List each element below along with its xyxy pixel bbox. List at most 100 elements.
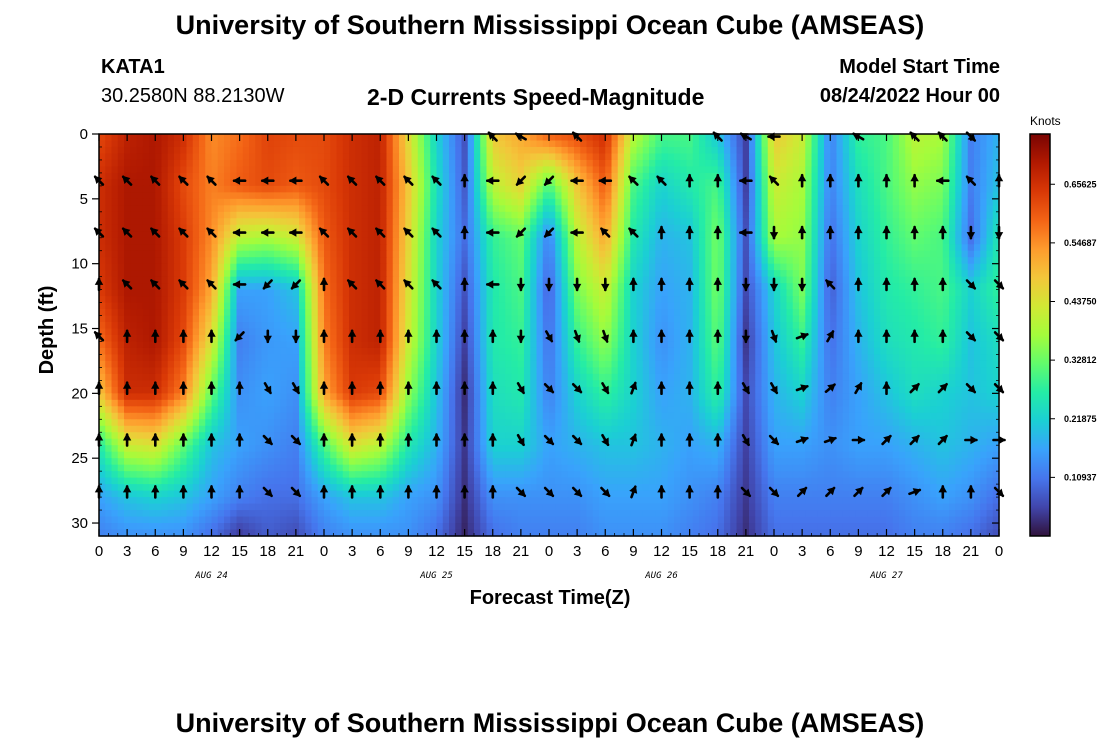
heatmap-cell — [674, 263, 681, 271]
heatmap-cell — [624, 159, 631, 168]
heatmap-cell — [974, 276, 981, 284]
heatmap-cell — [561, 309, 569, 317]
heatmap-cell — [442, 134, 450, 142]
heatmap-cell — [130, 179, 138, 187]
heatmap-cell — [124, 166, 131, 174]
heatmap-cell — [380, 185, 388, 193]
heatmap-cell — [292, 289, 300, 297]
heatmap-cell — [992, 309, 1000, 317]
heatmap-cell — [655, 134, 663, 142]
heatmap-cell — [392, 263, 400, 271]
heatmap-cell — [405, 250, 413, 258]
heatmap-cell — [961, 231, 969, 239]
heatmap-cell — [161, 250, 169, 258]
heatmap-cell — [430, 211, 438, 219]
heatmap-cell — [636, 192, 644, 200]
heatmap-cell — [786, 309, 794, 317]
heatmap-cell — [192, 159, 200, 168]
heatmap-cell — [992, 192, 1000, 200]
heatmap-cell — [780, 315, 788, 323]
heatmap-cell — [749, 166, 756, 174]
heatmap-cell — [430, 354, 438, 362]
heatmap-cell — [536, 270, 544, 278]
heatmap-cell — [605, 185, 613, 193]
heatmap-cell — [649, 289, 656, 297]
heatmap-cell — [217, 140, 225, 148]
heatmap-cell — [105, 146, 113, 155]
heatmap-cell — [542, 322, 550, 330]
heatmap-cell — [486, 328, 494, 336]
heatmap-cell — [486, 237, 494, 245]
heatmap-cell — [942, 140, 950, 148]
heatmap-cell — [924, 257, 931, 265]
heatmap-cell — [742, 237, 750, 245]
heatmap-cell — [811, 146, 819, 155]
heatmap-cell — [949, 140, 956, 148]
heatmap-cell — [367, 179, 375, 187]
heatmap-cell — [355, 198, 363, 206]
heatmap-cell — [705, 341, 713, 349]
heatmap-cell — [586, 354, 594, 362]
heatmap-cell — [517, 172, 525, 180]
heatmap-cell — [236, 218, 244, 226]
heatmap-cell — [111, 218, 119, 226]
heatmap-cell — [736, 263, 744, 271]
heatmap-cell — [580, 192, 588, 200]
heatmap-cell — [667, 347, 675, 356]
heatmap-cell — [167, 166, 175, 174]
heatmap-cell — [405, 289, 413, 297]
heatmap-cell — [349, 322, 356, 330]
heatmap-cell — [930, 192, 938, 200]
heatmap-cell — [311, 289, 319, 297]
heatmap-cell — [667, 237, 675, 245]
heatmap-cell — [511, 250, 519, 258]
heatmap-cell — [111, 347, 119, 356]
heatmap-cell — [680, 172, 688, 180]
heatmap-cell — [436, 211, 444, 219]
heatmap-cell — [111, 211, 119, 219]
heatmap-cell — [467, 172, 475, 180]
heatmap-cell — [249, 335, 256, 343]
heatmap-cell — [955, 140, 963, 148]
heatmap-cell — [817, 224, 825, 232]
heatmap-cell — [749, 218, 756, 226]
heatmap-cell — [242, 205, 250, 213]
heatmap-cell — [986, 159, 994, 168]
heatmap-cell — [430, 315, 438, 323]
heatmap-cell — [305, 153, 313, 161]
heatmap-cell — [124, 322, 131, 330]
heatmap-cell — [261, 309, 269, 317]
heatmap-cell — [880, 322, 888, 330]
heatmap-cell — [449, 302, 456, 310]
heatmap-cell — [542, 237, 550, 245]
heatmap-cell — [692, 244, 700, 252]
heatmap-cell — [967, 205, 975, 213]
heatmap-cell — [524, 289, 531, 297]
heatmap-cell — [274, 231, 281, 239]
heatmap-cell — [274, 335, 281, 343]
heatmap-cell — [255, 211, 263, 219]
heatmap-cell — [124, 309, 131, 317]
heatmap-cell — [524, 153, 531, 161]
heatmap-cell — [255, 283, 263, 291]
heatmap-cell — [642, 315, 650, 323]
heatmap-cell — [561, 276, 569, 284]
heatmap-cell — [711, 315, 719, 323]
heatmap-cell — [111, 257, 119, 265]
heatmap-cell — [667, 140, 675, 148]
heatmap-cell — [405, 166, 413, 174]
heatmap-cell — [249, 296, 256, 304]
heatmap-cell — [730, 322, 738, 330]
heatmap-cell — [536, 146, 544, 155]
heatmap-cell — [136, 354, 144, 362]
heatmap-cell — [411, 328, 419, 336]
heatmap-cell — [880, 218, 888, 226]
heatmap-cell — [742, 347, 750, 356]
heatmap-cell — [830, 146, 838, 155]
heatmap-cell — [880, 172, 888, 180]
heatmap-cell — [99, 302, 106, 310]
heatmap-cell — [455, 341, 463, 349]
heatmap-cell — [386, 198, 394, 206]
heatmap-cell — [330, 354, 338, 362]
heatmap-cell — [955, 172, 963, 180]
